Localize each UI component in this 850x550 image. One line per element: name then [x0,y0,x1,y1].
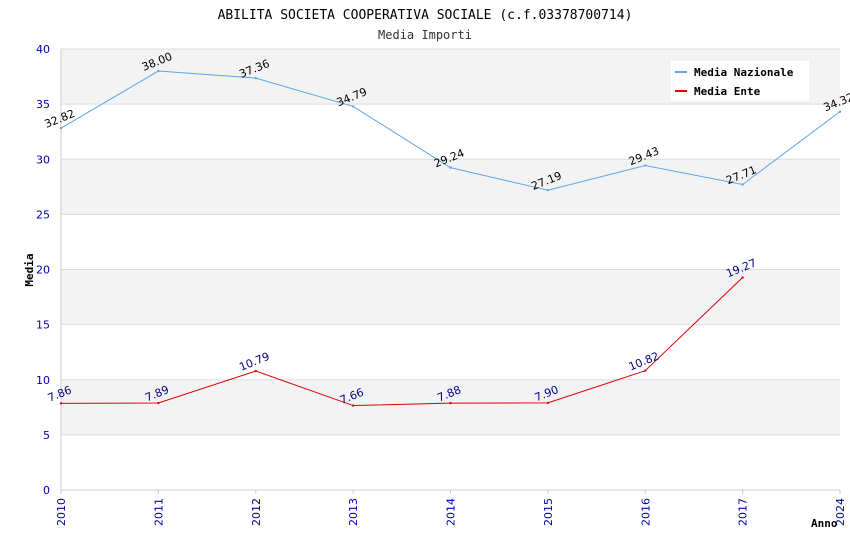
y-tick-label: 0 [43,484,50,497]
chart-subtitle: Media Importi [378,28,472,42]
series-line-media-ente [60,277,743,407]
grid-band [61,214,840,270]
data-point [838,110,842,113]
x-tick-label: 2010 [55,498,68,526]
y-tick-label: 15 [36,319,50,332]
legend-box [669,59,811,103]
data-point [546,189,550,192]
data-point [741,276,744,279]
chart-title: ABILITA SOCIETA COOPERATIVA SOCIALE (c.f… [218,8,633,23]
data-point [254,369,257,373]
legend-label-media-ente: Media Ente [694,85,761,98]
x-tick-label: 2024 [834,498,847,526]
data-point [59,402,63,405]
data-point [59,126,63,130]
x-tick-label: 2017 [737,498,750,526]
data-point [449,401,452,405]
y-tick-label: 40 [36,43,50,56]
x-axis-label: Anno [811,517,838,530]
grid-band [61,104,840,160]
data-point [741,183,744,186]
grid-band [61,434,840,490]
plot-area: 0 5 10 15 20 25 30 35 40 2010 2011 2012 2013 2014 2015… [36,43,850,526]
legend: Media Nazionale Media Ente [669,59,811,103]
data-point [546,401,550,405]
y-tick-label: 5 [43,429,50,442]
x-tick-label: 2016 [639,498,652,526]
y-tick-label: 20 [36,264,50,277]
y-tick-label: 10 [36,374,50,387]
grid-band [61,379,840,435]
x-tick-label: 2012 [250,498,263,526]
data-point [254,76,257,80]
data-point [449,166,452,169]
x-tick-label: 2011 [152,498,165,526]
data-point [157,401,160,405]
legend-label-media-nazionale: Media Nazionale [694,66,794,79]
data-point [157,69,160,73]
y-tick-label: 30 [36,153,50,166]
y-tick-label: 35 [36,98,50,111]
x-tick-label: 2013 [347,498,360,526]
grid-band [61,269,840,325]
data-point [644,164,647,167]
data-point [351,404,355,407]
grid-band [61,324,840,380]
x-tick-label: 2015 [542,498,555,526]
y-axis-label: Media [23,253,36,286]
data-point [644,369,647,372]
y-tick-label: 25 [36,208,50,221]
x-tick-label: 2014 [445,498,458,526]
data-point [351,105,355,108]
